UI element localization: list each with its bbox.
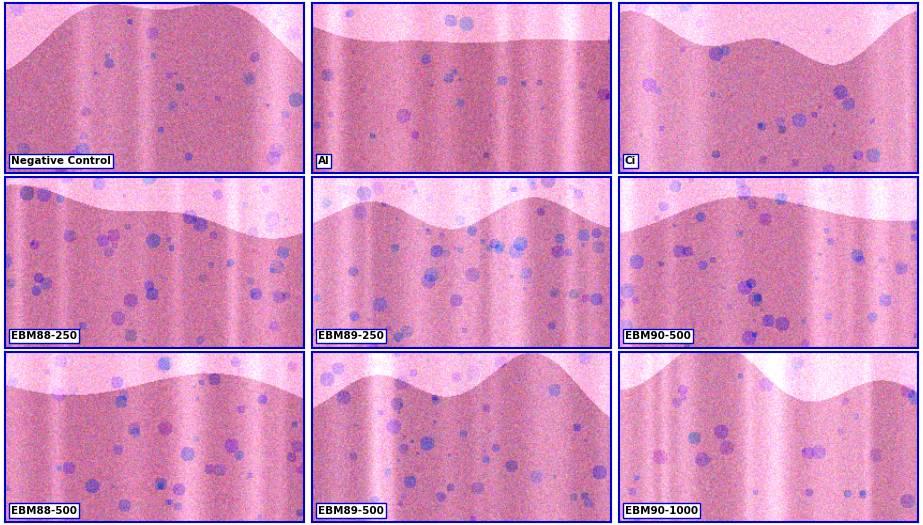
Text: Al: Al xyxy=(318,156,330,166)
Text: EBM90-500: EBM90-500 xyxy=(625,331,690,341)
Text: EBM88-250: EBM88-250 xyxy=(10,331,77,341)
Text: EBM89-250: EBM89-250 xyxy=(318,331,384,341)
Text: EBM89-500: EBM89-500 xyxy=(318,506,384,516)
Text: Negative Control: Negative Control xyxy=(10,156,111,166)
Text: Ci: Ci xyxy=(625,156,636,166)
Text: EBM88-500: EBM88-500 xyxy=(10,506,77,516)
Text: EBM90-1000: EBM90-1000 xyxy=(625,506,698,516)
